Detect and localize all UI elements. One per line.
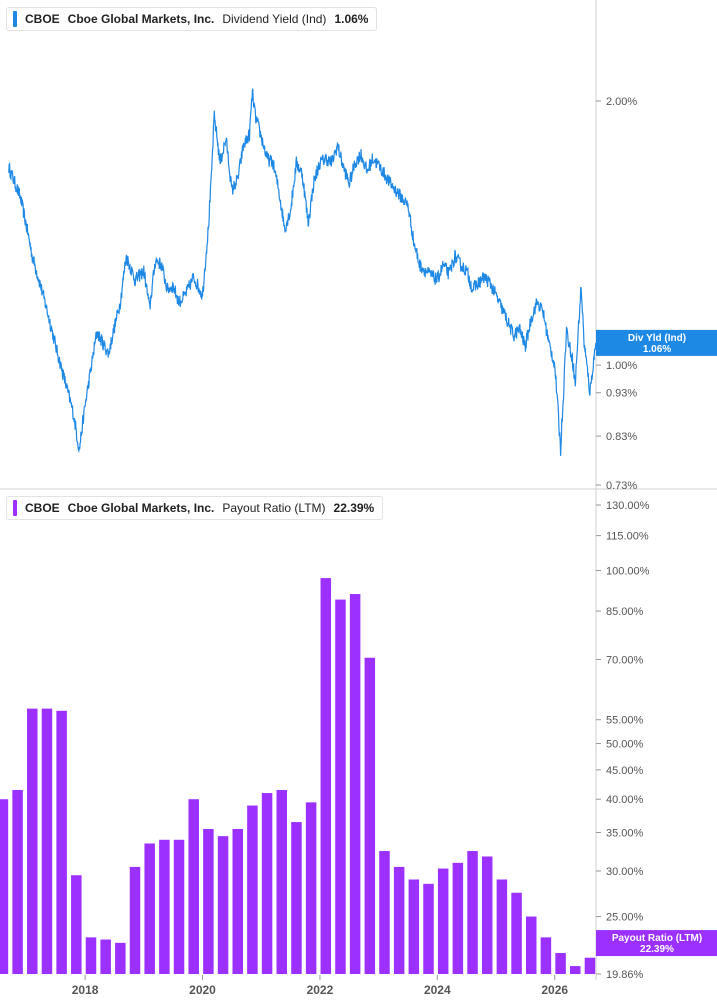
payout-bar — [423, 883, 434, 974]
yield-value: 1.06% — [334, 12, 369, 26]
yield-company: Cboe Global Markets, Inc. — [67, 12, 215, 26]
payout-bar — [379, 851, 390, 974]
payout-bar — [12, 790, 23, 974]
payout-bar — [173, 839, 185, 974]
payout-bar — [261, 793, 273, 974]
payout-bar — [525, 916, 537, 974]
payout-tick-label: 40.00% — [606, 794, 644, 806]
grid-layer — [0, 0, 717, 980]
payout-bar — [203, 829, 214, 974]
payout-bar — [452, 862, 464, 974]
payout-bar — [232, 829, 243, 974]
x-tick-label: 2020 — [189, 983, 216, 997]
payout-bar — [467, 851, 478, 974]
payout-plot — [0, 578, 596, 974]
x-tick-label: 2018 — [72, 983, 99, 997]
yield-tick-label: 2.00% — [606, 96, 637, 108]
yield-legend: CBOE Cboe Global Markets, Inc. Dividend … — [6, 7, 378, 31]
x-tick-label: 2024 — [424, 983, 451, 997]
payout-bar — [335, 599, 346, 974]
payout-bar — [320, 578, 332, 974]
payout-tick-label: 85.00% — [606, 606, 644, 618]
payout-bar — [85, 937, 97, 974]
axis-layer: 2.00% 1.00% 0.93% 0.83% 0.73% 130.00% 115.00% 1… — [72, 96, 717, 997]
payout-swatch — [13, 500, 17, 516]
yield-badge-label: Div Yld (Ind) — [628, 333, 686, 344]
x-tick-label: 2022 — [307, 983, 334, 997]
yield-plot — [8, 88, 597, 456]
payout-bar — [437, 868, 449, 974]
payout-last-value-badge — [596, 930, 717, 957]
payout-legend: CBOE Cboe Global Markets, Inc. Payout Ra… — [6, 496, 384, 520]
payout-bar — [56, 710, 67, 974]
payout-bar — [481, 856, 493, 974]
payout-bar — [276, 790, 288, 974]
payout-tick-label: 45.00% — [606, 765, 644, 777]
payout-tick-label: 115.00% — [606, 531, 649, 543]
payout-badge-value: 22.39% — [640, 944, 674, 955]
x-tick-label: 2026 — [541, 983, 568, 997]
payout-bar — [496, 879, 508, 974]
payout-bar — [408, 879, 420, 974]
payout-metric: Payout Ratio (LTM) — [222, 501, 326, 515]
yield-tick-label: 0.73% — [606, 480, 637, 492]
yield-tick-label: 0.93% — [606, 388, 637, 400]
payout-tick-label: 30.00% — [606, 866, 644, 878]
payout-bar — [71, 875, 82, 974]
yield-badge-value: 1.06% — [643, 344, 671, 355]
payout-bar — [305, 802, 317, 974]
payout-bar — [115, 942, 126, 974]
payout-bar — [129, 866, 141, 974]
payout-tick-label: 25.00% — [606, 912, 644, 924]
payout-bar — [100, 939, 111, 974]
payout-tick-label: 19.86% — [606, 969, 644, 981]
payout-bar — [511, 892, 522, 974]
payout-bar — [159, 839, 170, 974]
payout-tick-label: 70.00% — [606, 655, 644, 667]
payout-bar — [393, 866, 405, 974]
payout-company: Cboe Global Markets, Inc. — [67, 501, 215, 515]
payout-tick-label: 130.00% — [606, 500, 650, 512]
payout-tick-label: 50.00% — [606, 739, 644, 751]
payout-bar — [349, 594, 361, 974]
yield-last-value-badge — [596, 329, 717, 356]
payout-bar — [217, 836, 229, 974]
yield-ticker: CBOE — [25, 12, 60, 26]
payout-bar — [41, 708, 53, 974]
payout-bar — [27, 708, 38, 974]
yield-tick-label: 0.83% — [606, 431, 637, 443]
payout-bar — [247, 805, 258, 974]
payout-bar — [555, 953, 566, 974]
payout-bar — [0, 799, 9, 974]
payout-bar — [291, 822, 302, 974]
payout-bar — [188, 799, 199, 974]
payout-value: 22.39% — [333, 501, 375, 515]
yield-tick-label: 1.00% — [606, 360, 637, 372]
payout-tick-label: 100.00% — [606, 565, 650, 577]
payout-bar — [584, 957, 596, 974]
yield-series-line — [8, 88, 597, 456]
payout-tick-label: 55.00% — [606, 715, 644, 727]
payout-bar — [364, 657, 376, 974]
yield-metric: Dividend Yield (Ind) — [222, 12, 327, 26]
yield-swatch — [13, 11, 17, 27]
payout-ticker: CBOE — [25, 501, 60, 515]
payout-bar — [570, 966, 581, 974]
payout-tick-label: 35.00% — [606, 828, 644, 840]
payout-bar — [540, 937, 552, 974]
payout-bar — [144, 843, 155, 974]
payout-badge-label: Payout Ratio (LTM) — [612, 933, 702, 944]
